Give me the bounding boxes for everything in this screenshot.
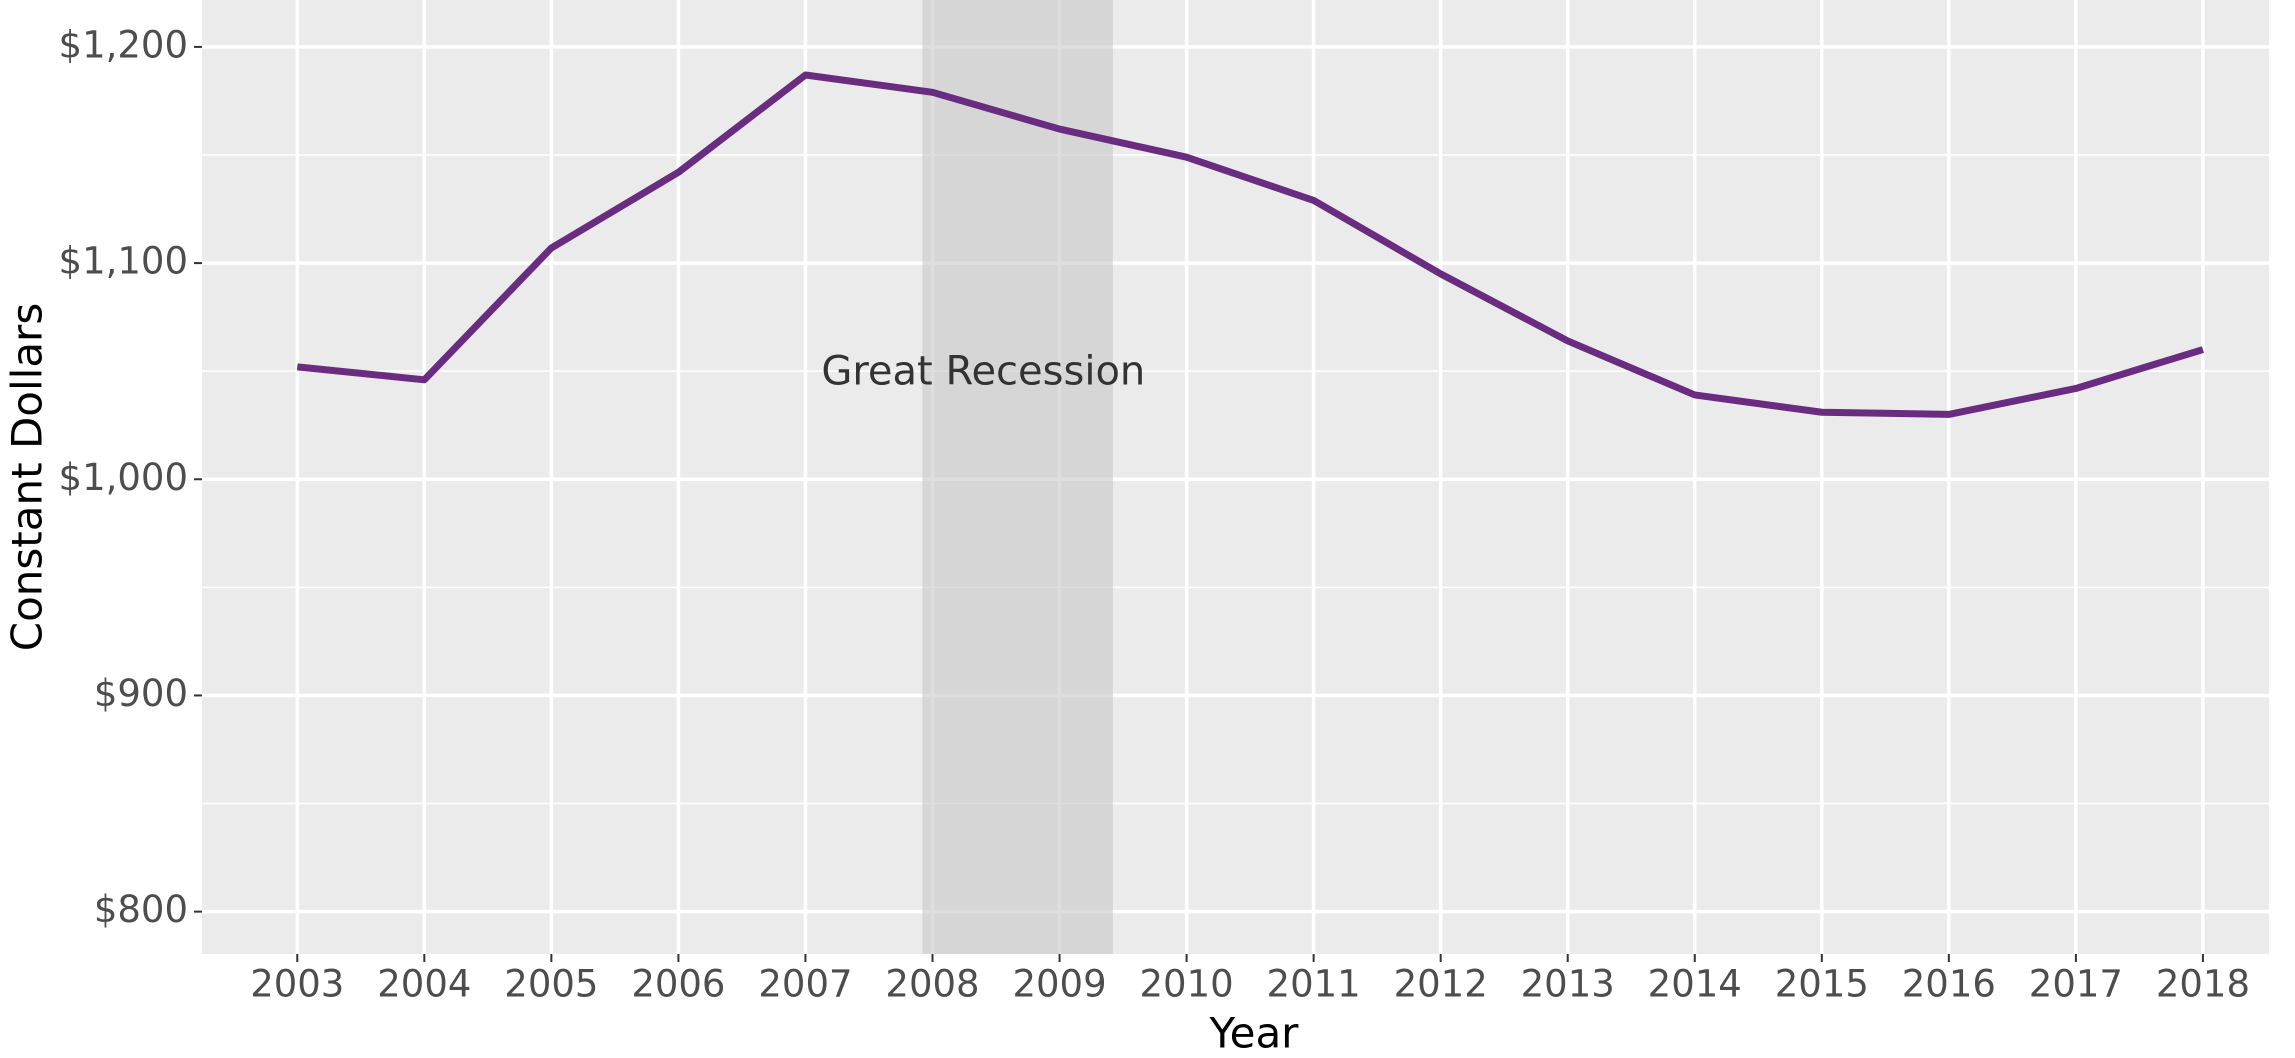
plot-panel [202, 0, 2269, 954]
x-tick-label: 2004 [377, 963, 471, 1006]
x-tick-label: 2005 [504, 963, 598, 1006]
x-tick-label: 2014 [1648, 963, 1742, 1006]
y-tick-label: $800 [94, 888, 188, 931]
x-tick-label: 2016 [1902, 963, 1996, 1006]
x-tick-label: 2008 [885, 963, 979, 1006]
x-tick-label: 2017 [2029, 963, 2123, 1006]
recession-band [922, 0, 1113, 954]
annotation: Great Recession [821, 348, 1145, 394]
x-tick-label: 2012 [1394, 963, 1488, 1006]
y-tick-label: $1,000 [59, 456, 188, 499]
x-tick-label: 2011 [1267, 963, 1361, 1006]
x-tick-label: 2009 [1012, 963, 1106, 1006]
y-axis-title: Constant Dollars [3, 303, 52, 651]
y-tick-label: $1,200 [59, 23, 188, 66]
x-tick-label: 2007 [758, 963, 852, 1006]
data-line [296, 71, 2204, 418]
x-tick-label: 2006 [631, 963, 725, 1006]
x-tick-label: 2003 [250, 963, 344, 1006]
x-tick-label: 2018 [2156, 963, 2250, 1006]
x-tick-label: 2015 [1775, 963, 1869, 1006]
x-tick-label: 2013 [1521, 963, 1615, 1006]
x-tick-label: 2010 [1140, 963, 1234, 1006]
x-axis-title: Year [1209, 1009, 1300, 1058]
y-tick-label: $1,100 [59, 240, 188, 283]
y-tick-label: $900 [94, 672, 188, 715]
